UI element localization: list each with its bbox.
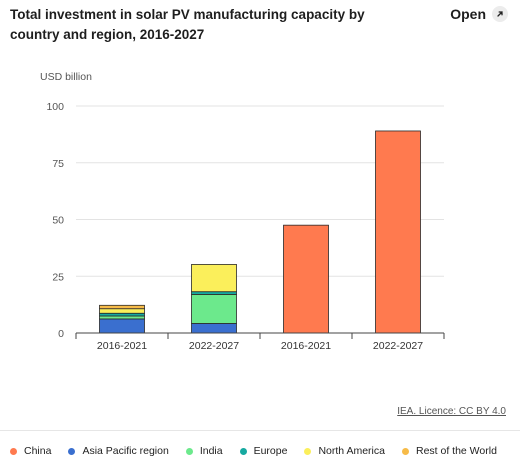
y-tick-label: 75 <box>52 158 64 170</box>
legend-label: Europe <box>253 445 288 457</box>
legend-swatch <box>185 447 193 455</box>
bar-segment <box>99 312 145 317</box>
x-tick-label: 2022-2027 <box>373 340 423 352</box>
legend-swatch <box>10 447 17 455</box>
y-axis-label: USD billion <box>40 71 92 83</box>
bar-segment <box>283 224 329 334</box>
x-tick-label: 2016-2021 <box>281 340 331 352</box>
external-link-icon <box>492 6 508 22</box>
legend-label: India <box>199 445 223 457</box>
legend-swatch <box>401 447 409 455</box>
legend-label: China <box>24 445 52 457</box>
bar-segment <box>191 291 237 295</box>
legend-item[interactable]: North America <box>304 445 385 457</box>
legend-swatch <box>304 447 312 455</box>
legend-item[interactable]: India <box>185 445 223 457</box>
bar-segment <box>191 264 237 293</box>
x-tick-label: 2022-2027 <box>189 340 239 352</box>
legend-item[interactable]: Asia Pacific region <box>68 445 169 457</box>
legend-label: Rest of the World <box>415 445 497 457</box>
legend-divider <box>0 430 520 431</box>
legend-label: North America <box>318 445 385 457</box>
bar-segment <box>375 130 421 334</box>
bar-segment <box>191 323 237 334</box>
bar-segment <box>99 315 145 320</box>
legend-item[interactable]: Europe <box>239 445 288 457</box>
y-tick-label: 50 <box>52 215 64 227</box>
bar-segment <box>191 294 237 324</box>
y-tick-label: 25 <box>52 271 64 283</box>
legend-swatch <box>68 447 76 455</box>
y-tick-label: 100 <box>46 101 64 113</box>
chart-area: USD billion 0 25 50 75 100 2016-2021 2022-2027 2… <box>40 71 445 352</box>
legend-label: Asia Pacific region <box>82 445 169 457</box>
y-tick-label: 0 <box>58 328 64 340</box>
open-button[interactable]: Open <box>450 6 508 22</box>
chart-title: Total investment in solar PV manufacturi… <box>10 7 365 42</box>
x-tick-label: 2016-2021 <box>97 340 147 352</box>
bar-segment <box>99 304 145 310</box>
bar-segment <box>99 318 145 334</box>
legend-item[interactable]: China <box>10 445 51 457</box>
legend: China Asia Pacific region India Europe North… <box>10 445 497 457</box>
legend-item[interactable]: Rest of the World <box>401 445 497 457</box>
licence-link[interactable]: IEA. Licence: CC BY 4.0 <box>397 406 506 417</box>
bar-segment <box>99 308 145 314</box>
open-label: Open <box>450 6 486 22</box>
legend-swatch <box>239 447 247 455</box>
